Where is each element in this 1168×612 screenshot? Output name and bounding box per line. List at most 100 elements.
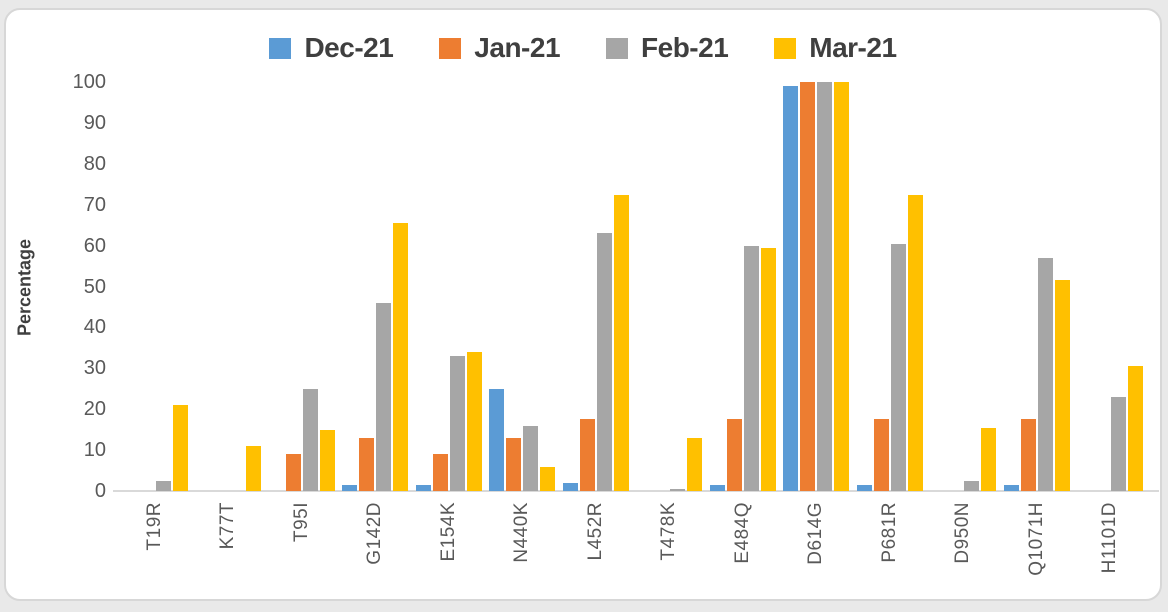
bar [687, 437, 703, 491]
bar [285, 454, 301, 491]
x-axis-category-text: E154K [437, 502, 459, 562]
bar [562, 482, 578, 491]
bar [393, 223, 409, 491]
bar [1020, 419, 1036, 491]
y-tick-label: 10 [83, 439, 106, 462]
x-axis-category-text: E484Q [731, 502, 753, 564]
x-axis-category-text: D614G [805, 502, 827, 565]
bar [907, 194, 923, 491]
chart-legend: Dec-21 Jan-21 Feb-21 Mar-21 [6, 32, 1160, 64]
bar [890, 243, 906, 491]
y-tick-label: 40 [83, 316, 106, 339]
bar [155, 480, 171, 491]
legend-swatch-icon [439, 37, 462, 59]
bar [466, 351, 482, 491]
x-axis-category-label: E484Q [706, 502, 780, 602]
bar [376, 302, 392, 491]
bar [579, 419, 595, 491]
bar [1111, 396, 1127, 491]
bar [359, 437, 375, 491]
x-axis-category-text: H1101D [1099, 502, 1121, 574]
bar [489, 388, 505, 492]
bar [246, 446, 262, 491]
x-axis-category-text: N440K [511, 502, 533, 563]
bar [783, 86, 799, 491]
x-axis-line [113, 490, 1159, 492]
bar [709, 484, 725, 491]
legend-label: Dec-21 [304, 32, 394, 63]
legend-item: Feb-21 [606, 32, 729, 64]
bar [726, 419, 742, 491]
x-axis-category-label: T478K [633, 502, 707, 602]
bar [1037, 257, 1053, 491]
x-axis-category-text: T19R [143, 502, 165, 551]
background-strip [0, 601, 1168, 612]
x-axis-category-label: N440K [486, 502, 560, 602]
x-axis-category-label: Q1071H [1000, 502, 1074, 602]
x-axis-category-text: D950N [952, 502, 974, 564]
legend-item: Jan-21 [439, 32, 561, 64]
bar [760, 247, 776, 491]
bar [596, 233, 612, 491]
legend-swatch-icon [774, 37, 797, 59]
y-tick-label: 100 [72, 71, 106, 93]
x-axis-category-label: T95I [265, 502, 339, 602]
x-axis-category-label: D614G [780, 502, 854, 602]
x-axis-category-label: L452R [559, 502, 633, 602]
bar [523, 425, 539, 491]
chart-card: Dec-21 Jan-21 Feb-21 Mar-21 Percentage 100 9… [4, 8, 1162, 601]
y-tick-label: 70 [83, 193, 106, 216]
bar [1054, 280, 1070, 491]
legend-item: Mar-21 [774, 32, 897, 64]
bar [540, 466, 556, 491]
bar [981, 427, 997, 491]
legend-label: Feb-21 [641, 32, 729, 63]
bar [1128, 366, 1144, 491]
y-tick-label: 20 [83, 398, 106, 421]
bar [319, 429, 335, 491]
bar [1003, 484, 1019, 491]
y-tick-label: 80 [83, 152, 106, 175]
x-axis-category-text: P681R [878, 502, 900, 563]
legend-label: Mar-21 [809, 32, 897, 63]
bar [743, 245, 759, 491]
bar [800, 82, 816, 491]
x-axis-category-label: D950N [927, 502, 1001, 602]
bar [302, 388, 318, 492]
x-axis-category-label: T19R [118, 502, 192, 602]
x-axis-category-text: T95I [290, 502, 312, 543]
y-tick-label: 60 [83, 234, 106, 257]
bar [670, 489, 686, 491]
legend-item: Dec-21 [269, 32, 394, 64]
x-axis-category-label: P681R [853, 502, 927, 602]
bar [613, 194, 629, 491]
bar [415, 484, 431, 491]
x-axis-category-text: L452R [584, 502, 606, 561]
legend-swatch-icon [606, 37, 629, 59]
legend-swatch-icon [269, 37, 292, 59]
y-axis-title: Percentage [14, 238, 35, 337]
bar [817, 82, 833, 491]
x-axis-category-text: Q1071H [1025, 502, 1047, 576]
bar [506, 437, 522, 491]
y-tick-label: 30 [83, 357, 106, 380]
bar [172, 405, 188, 491]
x-axis-category-label: K77T [192, 502, 266, 602]
x-axis-category-label: G142D [339, 502, 413, 602]
bar [342, 484, 358, 491]
bar [964, 480, 980, 491]
y-tick-label: 50 [83, 275, 106, 298]
x-axis-category-text: G142D [364, 502, 386, 565]
x-axis-category-text: T478K [658, 502, 680, 561]
x-axis-category-text: K77T [217, 502, 239, 550]
bar [449, 356, 465, 491]
bar [856, 484, 872, 491]
legend-label: Jan-21 [474, 32, 561, 63]
y-tick-label: 0 [94, 480, 106, 502]
y-tick-label: 90 [83, 111, 106, 134]
bar [432, 454, 448, 491]
bar [834, 82, 850, 491]
x-axis-category-label: H1101D [1074, 502, 1148, 602]
bar [873, 419, 889, 491]
